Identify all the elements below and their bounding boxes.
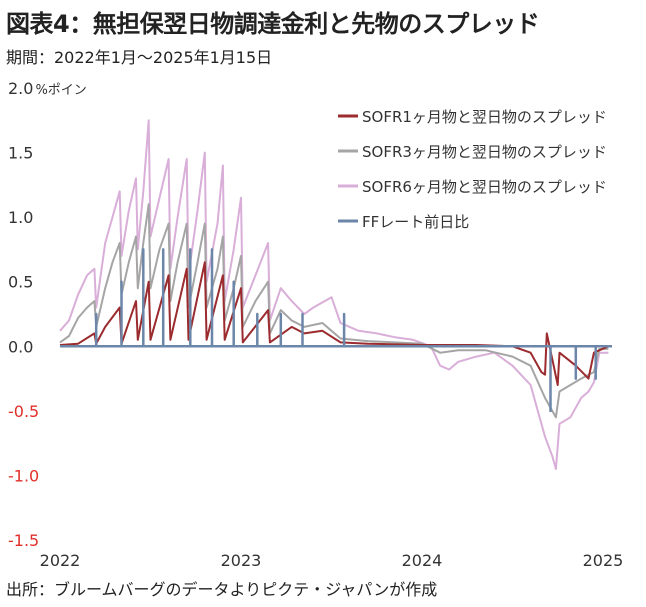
x-axis: 2022 2023 2024 2025 — [40, 551, 624, 570]
x-tick-label: 2022 — [40, 551, 81, 570]
y-unit-label: %ポイン — [35, 83, 86, 98]
chart-period: 期間：2022年1月～2025年1月15日 — [6, 48, 273, 67]
y-tick-label: -1.5 — [8, 531, 39, 550]
chart-source: 出所：ブルームバーグのデータよりピクテ・ジャパンが作成 — [6, 580, 438, 599]
y-tick-label: -0.5 — [8, 402, 39, 421]
y-tick-label: 1.0 — [8, 208, 33, 227]
chart-title: 図表4：無担保翌日物調達金利と先物のスプレッド — [6, 10, 540, 38]
y-tick-label: -1.0 — [8, 466, 39, 485]
series-line-sofr6 — [59, 119, 609, 470]
y-tick-label: 2.0 %ポイン — [8, 79, 87, 98]
x-tick-label: 2025 — [583, 551, 624, 570]
series-line-ff — [60, 248, 611, 413]
legend: SOFR1ヶ月物と翌日物のスプレッド SOFR3ヶ月物と翌日物のスプレッド SOFR… — [338, 108, 607, 231]
series-layer — [59, 119, 611, 470]
legend-label-sofr1: SOFR1ヶ月物と翌日物のスプレッド — [362, 108, 607, 126]
legend-label-ff: FFレート前日比 — [362, 213, 469, 231]
legend-label-sofr6: SOFR6ヶ月物と翌日物のスプレッド — [362, 178, 607, 196]
x-tick-label: 2024 — [402, 551, 443, 570]
legend-label-sofr3: SOFR3ヶ月物と翌日物のスプレッド — [362, 143, 607, 161]
y-tick-label: 1.5 — [8, 144, 33, 163]
series-line-sofr1 — [59, 261, 609, 386]
x-tick-label: 2023 — [221, 551, 262, 570]
y-tick-label: 0.5 — [8, 273, 33, 292]
y-axis: 2.0 %ポイン 1.5 1.0 0.5 0.0 -0.5 -1.0 -1.5 — [8, 79, 87, 550]
y-tick-label: 0.0 — [8, 337, 33, 356]
